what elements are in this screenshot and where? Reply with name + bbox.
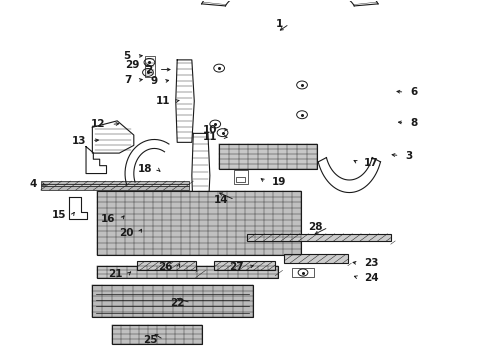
Text: 7: 7: [124, 75, 131, 85]
Bar: [284, 254, 347, 263]
Text: 2: 2: [145, 64, 153, 75]
Bar: [219, 144, 316, 168]
Text: 11: 11: [155, 96, 169, 106]
Text: 26: 26: [158, 262, 172, 272]
Text: 29: 29: [125, 60, 140, 70]
Text: 25: 25: [143, 334, 158, 345]
Text: 3: 3: [405, 150, 412, 161]
Text: 20: 20: [119, 228, 133, 238]
Text: 24: 24: [363, 273, 378, 283]
Text: 21: 21: [108, 269, 122, 279]
Bar: [41, 181, 189, 184]
Text: 9: 9: [150, 76, 158, 86]
Text: 6: 6: [409, 87, 417, 97]
Text: 27: 27: [228, 262, 243, 272]
Text: 12: 12: [91, 120, 105, 129]
Bar: [235, 177, 245, 182]
Text: 10: 10: [203, 125, 217, 135]
Bar: [233, 170, 248, 184]
Text: 8: 8: [409, 118, 417, 128]
Bar: [137, 261, 195, 270]
Text: 5: 5: [123, 51, 131, 61]
Text: 18: 18: [137, 164, 152, 174]
Text: 1: 1: [276, 19, 283, 29]
Bar: [144, 56, 155, 77]
Bar: [41, 186, 189, 190]
Bar: [246, 234, 390, 241]
Bar: [112, 324, 202, 344]
Text: 14: 14: [214, 195, 228, 205]
Text: 15: 15: [52, 210, 66, 220]
Bar: [92, 285, 253, 317]
Bar: [292, 268, 314, 277]
Text: 4: 4: [30, 179, 37, 189]
Text: 16: 16: [101, 215, 115, 224]
Text: 17: 17: [363, 158, 378, 168]
Bar: [97, 266, 277, 278]
Bar: [41, 184, 189, 186]
Text: 22: 22: [170, 298, 184, 308]
Bar: [214, 261, 275, 270]
Text: 11: 11: [203, 132, 217, 142]
Text: 23: 23: [363, 258, 378, 268]
Text: 28: 28: [307, 222, 322, 232]
Bar: [97, 191, 301, 255]
Text: 19: 19: [271, 177, 285, 187]
Text: 13: 13: [71, 136, 86, 145]
